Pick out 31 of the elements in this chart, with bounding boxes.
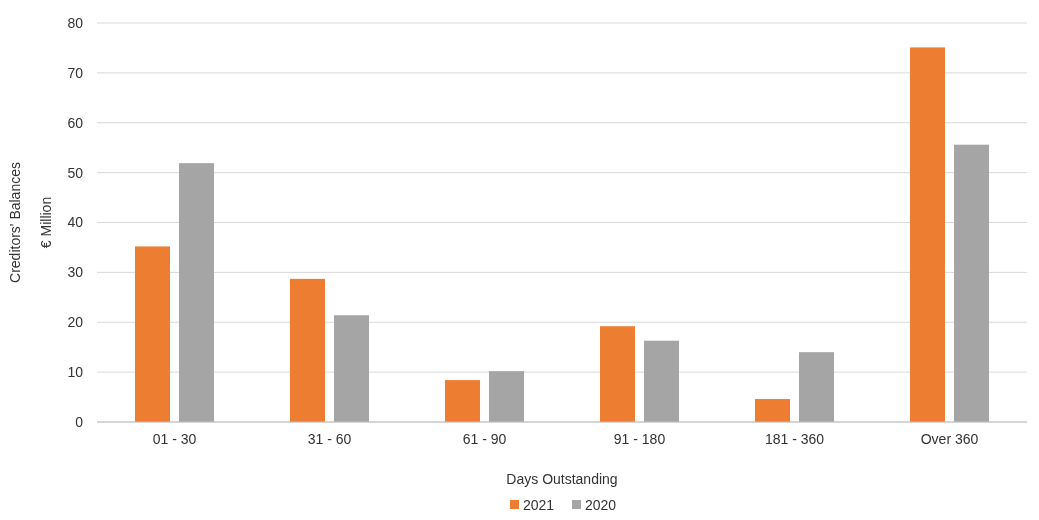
- bar: [489, 371, 524, 422]
- bar: [644, 340, 679, 422]
- x-tick-label: 31 - 60: [307, 431, 352, 447]
- y-axis-title: Creditors' Balances € Million: [7, 162, 54, 283]
- bar: [910, 47, 945, 422]
- y-tick-label: 50: [67, 164, 84, 181]
- x-tick-label: 01 - 30: [152, 431, 197, 447]
- y-tick-label: 80: [67, 14, 84, 31]
- x-tick-label: Over 360: [920, 431, 979, 447]
- y-tick-label: 40: [67, 214, 84, 231]
- bar: [290, 278, 325, 422]
- x-tick-label: 61 - 90: [462, 431, 507, 447]
- y-tick-label: 0: [75, 413, 84, 430]
- x-axis-title: Days Outstanding: [506, 471, 618, 487]
- y-tick-label: 70: [67, 64, 84, 81]
- bar: [600, 326, 635, 422]
- bar: [445, 380, 480, 422]
- y-tick-label: 30: [67, 264, 84, 281]
- bar: [755, 399, 790, 422]
- bar: [179, 163, 214, 422]
- y-tick-label: 60: [67, 114, 84, 131]
- legend-label: 2020: [585, 497, 617, 513]
- bar: [954, 144, 989, 422]
- x-tick-label: 91 - 180: [613, 431, 666, 447]
- y-tick-label: 20: [67, 314, 84, 331]
- legend-label: 2021: [523, 497, 555, 513]
- y-tick-label: 10: [67, 364, 84, 381]
- bar: [135, 246, 170, 422]
- x-tick-label: 181 - 360: [764, 431, 825, 447]
- bar: [334, 315, 369, 422]
- bar: [799, 352, 834, 422]
